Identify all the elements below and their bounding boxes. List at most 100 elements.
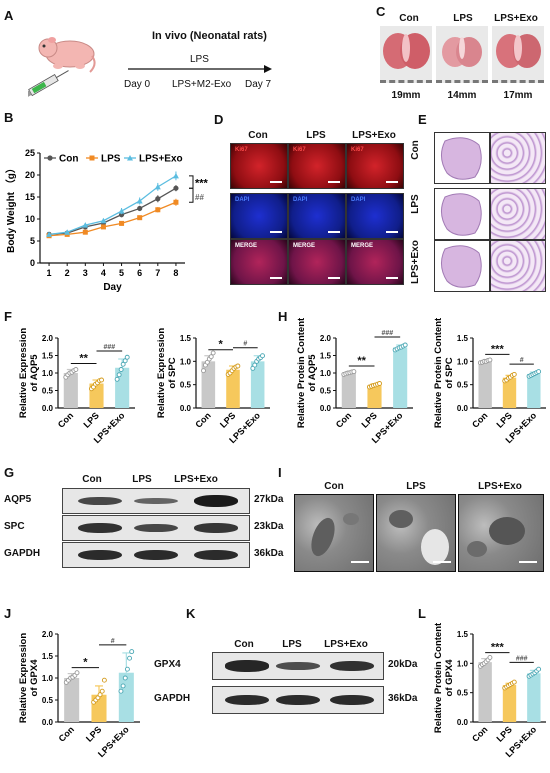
panel-label-e: E <box>418 112 427 127</box>
y-tick-label: 0.5 <box>457 381 469 390</box>
y-tick-label: 5 <box>30 236 35 246</box>
scale-bar <box>270 181 282 183</box>
data-point <box>377 381 382 386</box>
wb-k-col-lps-exo: LPS+Exo <box>324 639 368 650</box>
bar-lps <box>226 369 240 408</box>
data-point <box>252 362 258 368</box>
bar-lps <box>502 377 517 408</box>
sig-label: * <box>83 657 88 669</box>
blot-row-label: GAPDH <box>154 693 191 704</box>
lung-col-con: Con <box>399 13 419 24</box>
sig-label: *** <box>491 642 505 654</box>
data-point <box>119 220 125 226</box>
x-tick-label: LPS <box>218 410 237 429</box>
fluor-image: Ki67 <box>288 143 346 189</box>
y-axis-label-line2: of GPX4 <box>444 659 455 697</box>
em-col-con: Con <box>324 481 344 492</box>
y-tick-label: 1.0 <box>320 369 332 378</box>
treatment-lps-exo: LPS+M2-Exo <box>172 79 232 90</box>
y-tick-label: 0.0 <box>42 404 54 413</box>
data-point <box>210 350 216 356</box>
data-point <box>154 183 161 190</box>
blot-band <box>193 523 238 533</box>
data-point <box>122 675 128 681</box>
sig-label: *** <box>491 343 505 355</box>
y-tick-label: 1.0 <box>42 369 54 378</box>
data-point <box>235 363 241 369</box>
em-col-lps-exo: LPS+Exo <box>478 481 522 492</box>
schematic-title: In vivo (Neonatal rats) <box>152 30 267 42</box>
data-point <box>208 354 214 360</box>
sig-bracket <box>189 175 194 189</box>
panel-label-i: I <box>278 465 282 480</box>
scale-bar <box>386 181 398 183</box>
x-tick-label: 7 <box>155 268 160 278</box>
y-tick-label: 0.5 <box>320 387 332 396</box>
y-tick-label: 0.5 <box>457 689 469 698</box>
bar-con <box>201 361 216 408</box>
y-tick-label: 1.0 <box>180 357 192 366</box>
y-tick-label: 1.5 <box>457 334 469 343</box>
y-tick-label: 1.5 <box>180 334 192 343</box>
data-point <box>173 185 179 191</box>
fluor-col-lps-exo: LPS+Exo <box>352 130 396 141</box>
y-tick-label: 1.5 <box>320 352 332 361</box>
data-point <box>118 208 125 214</box>
body-weight-chart: 0 5 10 15 20 25 1 2 3 4 5 6 7 8 Day Body Weight （g） Con L… <box>4 148 209 293</box>
blot-strip <box>62 542 250 568</box>
he-row-con: Con <box>410 140 421 160</box>
legend-label: Con <box>59 154 78 165</box>
fluor-image: MERGE <box>346 239 404 285</box>
data-point <box>114 376 120 382</box>
scale-bar <box>328 231 340 233</box>
panel-label-a: A <box>4 8 14 23</box>
data-point <box>511 679 517 685</box>
y-axis-label: Body Weight （g） <box>4 163 17 253</box>
x-tick-label: Con <box>470 724 489 743</box>
data-point <box>487 655 493 660</box>
blot-kda-label: 20kDa <box>388 659 418 670</box>
panel-label-k: K <box>186 606 196 621</box>
wb-g-col-lps: LPS <box>132 474 152 485</box>
fluor-image: DAPI <box>346 193 404 239</box>
scale-bar <box>386 231 398 233</box>
sig-label: * <box>219 339 224 351</box>
x-tick-label: Con <box>470 410 489 429</box>
blot-band <box>193 495 238 507</box>
data-point <box>536 666 542 672</box>
y-axis-label-line2: of SPC <box>167 357 178 388</box>
blot-row-label: AQP5 <box>4 494 32 505</box>
x-tick-label: 1 <box>47 268 52 278</box>
x-tick-label: Con <box>57 724 76 743</box>
lung-size-lps: 14mm <box>447 90 477 101</box>
data-point <box>137 205 143 212</box>
series-line-1 <box>49 201 177 237</box>
bar-lps-exo <box>393 347 408 408</box>
data-point <box>136 197 143 204</box>
scale-bar <box>328 277 340 279</box>
panel-label-j: J <box>4 606 12 621</box>
lung-photo-con <box>380 26 432 83</box>
data-point <box>73 367 79 372</box>
em-col-lps: LPS <box>406 481 426 492</box>
fluor-stain-label: DAPI <box>235 197 250 203</box>
y-tick-label: 10 <box>25 214 35 224</box>
blot-band <box>134 523 178 533</box>
series-line-2 <box>48 175 177 236</box>
fluor-image: DAPI <box>230 193 288 239</box>
x-tick-label: LPS <box>84 724 103 743</box>
fluor-stain-label: Ki67 <box>235 147 248 153</box>
x-tick-label: 5 <box>119 268 124 278</box>
data-point <box>124 354 130 360</box>
wb-g-col-lps-exo: LPS+Exo <box>174 474 218 485</box>
bar-lps <box>367 385 382 408</box>
fluor-stain-label: MERGE <box>293 243 316 249</box>
blot-band <box>330 660 375 672</box>
blot-strip <box>62 515 250 541</box>
data-point <box>82 222 89 228</box>
sig-label: ** <box>79 353 88 365</box>
blot-band <box>78 549 123 561</box>
lung-photos <box>380 26 544 83</box>
fluor-stain-label: MERGE <box>235 243 258 249</box>
